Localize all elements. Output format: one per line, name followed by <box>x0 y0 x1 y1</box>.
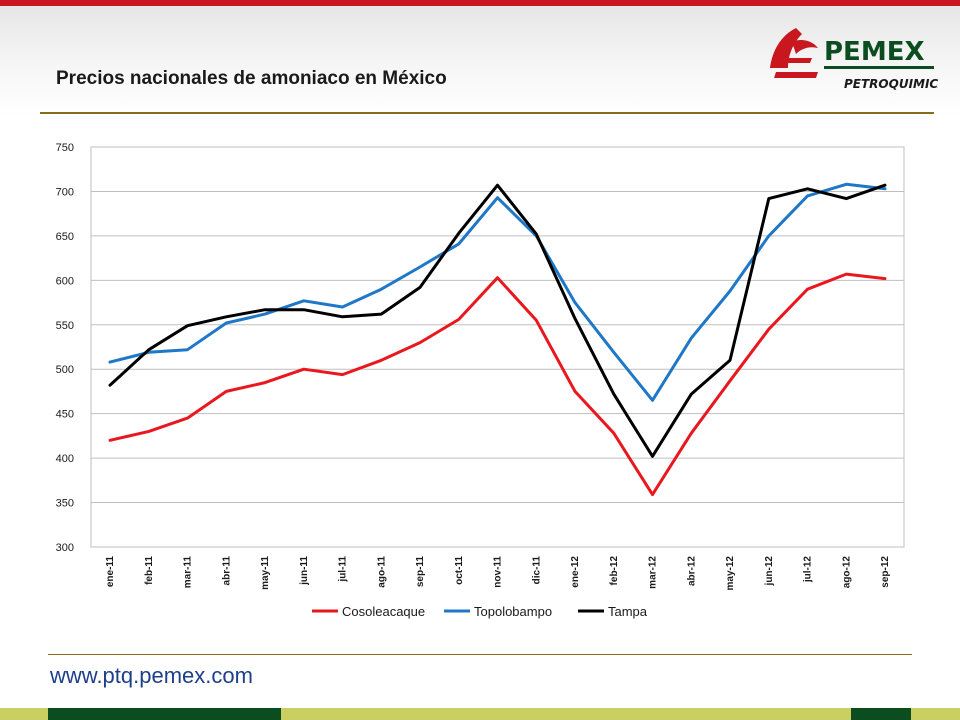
gridlines <box>91 146 904 548</box>
x-tick-label: mar-12 <box>648 556 659 589</box>
logo-underline <box>824 66 934 69</box>
y-tick-label: 750 <box>56 142 74 154</box>
legend-label: Tampa <box>608 604 648 619</box>
x-tick-label: ene-12 <box>570 556 581 588</box>
logo-subtext: PETROQUIMICA <box>844 77 938 91</box>
logo-wordmark: PEMEX <box>824 37 925 67</box>
x-tick-label: jul-11 <box>338 556 349 583</box>
x-tick-label: jun-11 <box>299 556 310 586</box>
footer-band-green-right <box>851 708 911 720</box>
x-tick-label: jul-12 <box>803 556 814 584</box>
x-tick-label: sep-12 <box>880 556 891 588</box>
chart-legend: Cosoleacaque Topolobampo Tampa <box>312 604 648 619</box>
x-tick-label: may-12 <box>725 556 736 591</box>
header-rule <box>40 112 934 114</box>
x-tick-label: jun-12 <box>764 556 775 587</box>
x-tick-label: ago-11 <box>376 556 387 588</box>
y-tick-label: 500 <box>56 364 74 376</box>
plot-area <box>90 146 905 548</box>
y-tick-label: 600 <box>56 275 74 287</box>
series-lines <box>108 182 887 497</box>
footer-band-green-left <box>48 708 281 720</box>
pemex-eagle-icon <box>770 28 818 78</box>
x-tick-label: oct-11 <box>454 556 465 585</box>
top-accent-bar <box>0 0 960 6</box>
x-tick-label: feb-12 <box>609 556 620 586</box>
x-tick-label: feb-11 <box>144 556 155 585</box>
x-tick-label: dic-11 <box>531 556 542 585</box>
legend-label: Cosoleacaque <box>342 604 425 619</box>
x-tick-label: abr-11 <box>221 556 232 586</box>
footer-rule <box>48 654 912 655</box>
y-tick-label: 350 <box>56 498 74 510</box>
x-tick-label: abr-12 <box>686 556 697 586</box>
series-line-cosoleacaque <box>108 272 887 497</box>
series-line-tampa <box>108 183 887 458</box>
x-tick-label: mar-11 <box>183 556 194 589</box>
website-url[interactable]: www.ptq.pemex.com <box>50 663 253 688</box>
y-tick-label: 400 <box>56 453 74 465</box>
x-tick-label: ago-12 <box>841 556 852 589</box>
y-tick-label: 300 <box>56 542 74 554</box>
legend-label: Topolobampo <box>474 604 552 619</box>
y-tick-label: 550 <box>56 320 74 332</box>
x-tick-label: sep-11 <box>415 556 426 588</box>
x-tick-label: nov-11 <box>493 556 504 588</box>
y-tick-label: 650 <box>56 231 74 243</box>
pemex-logo: PEMEX PETROQUIMICA <box>770 28 938 91</box>
y-tick-label: 700 <box>56 186 74 198</box>
x-tick-label: ene-11 <box>105 556 116 588</box>
y-axis-ticks: 300 350 400 450 500 550 600 650 700 750 <box>56 142 74 554</box>
x-tick-label: may-11 <box>260 556 271 590</box>
page-title: Precios nacionales de amoniaco en México <box>56 68 447 89</box>
x-axis-ticks: ene-11 feb-11 mar-11 abr-11 may-11 jun-11 jul-… <box>105 556 891 591</box>
y-tick-label: 450 <box>56 409 74 421</box>
